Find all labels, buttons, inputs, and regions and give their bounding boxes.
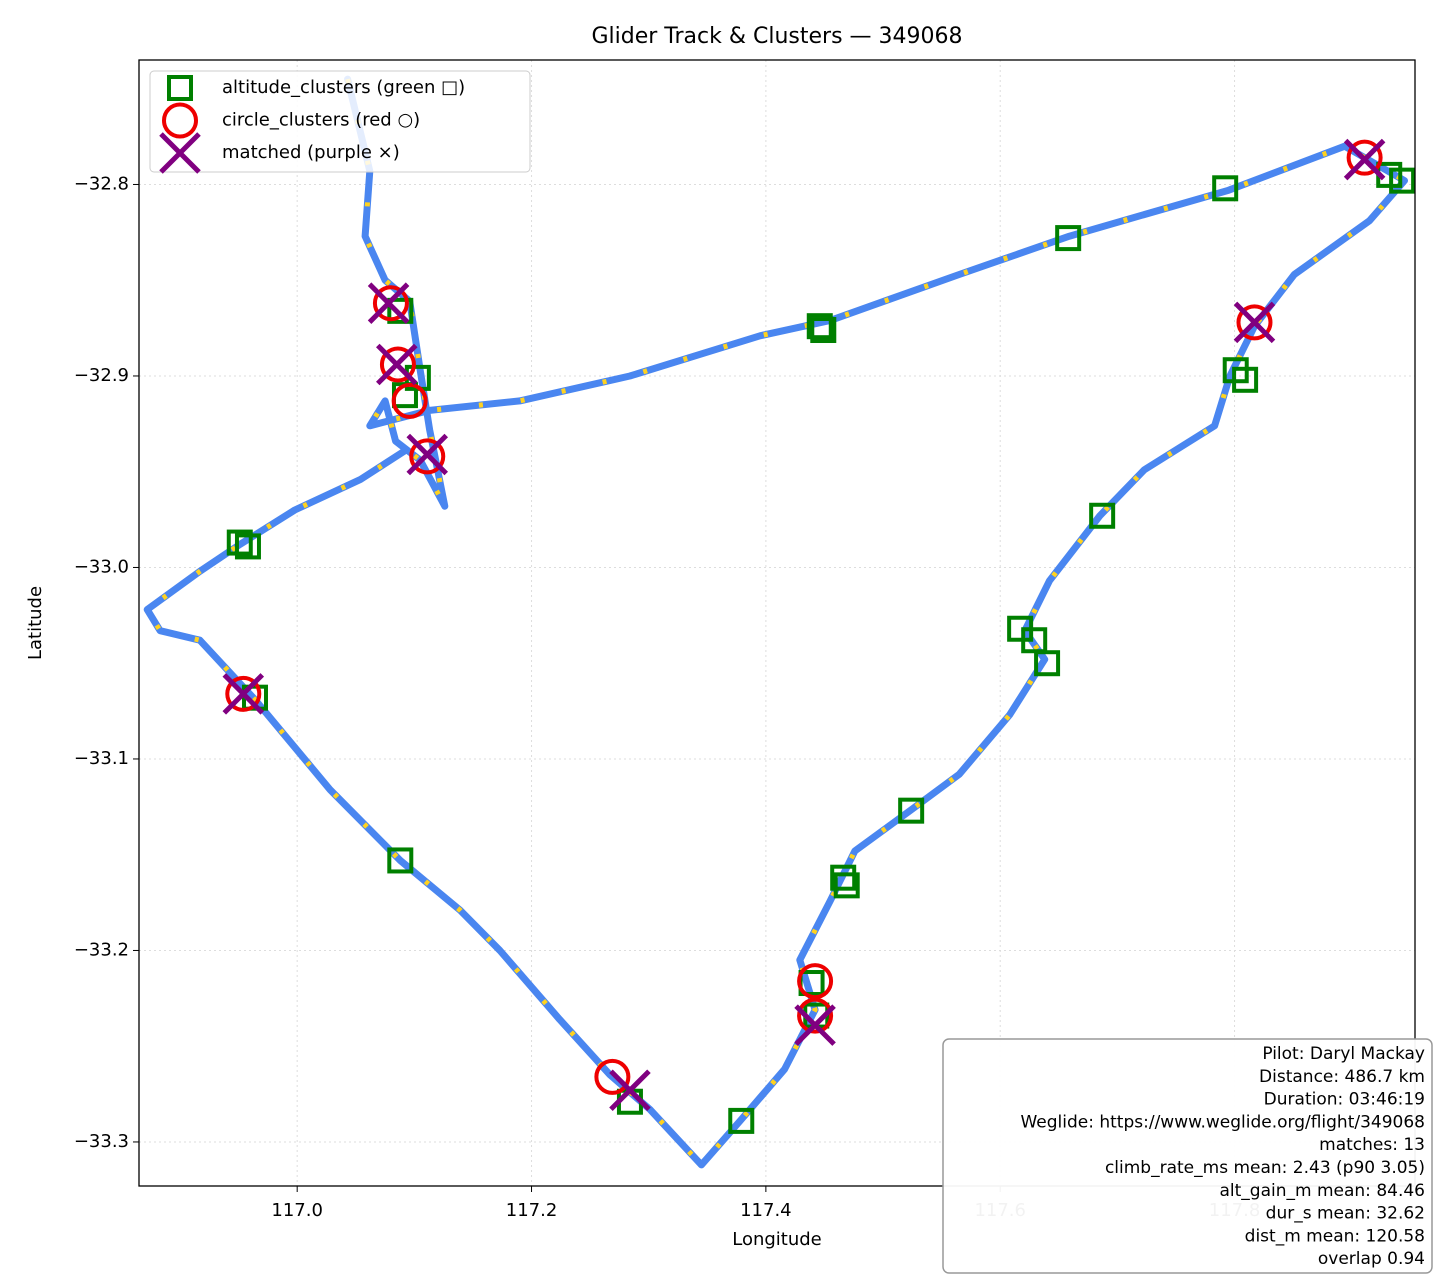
square-marker bbox=[1212, 175, 1239, 202]
legend-box bbox=[149, 70, 531, 173]
info-line: overlap 0.94 bbox=[1318, 1249, 1425, 1269]
square-marker bbox=[226, 529, 253, 556]
square-marker bbox=[234, 533, 261, 560]
track-line bbox=[143, 75, 1408, 1169]
info-line: Distance: 486.7 km bbox=[1259, 1067, 1425, 1087]
square-marker bbox=[167, 75, 193, 101]
info-box bbox=[942, 1038, 1433, 1274]
square-marker bbox=[1232, 366, 1259, 393]
x-marker bbox=[406, 433, 449, 476]
square-marker bbox=[1055, 225, 1082, 252]
square-marker bbox=[1089, 502, 1116, 529]
info-line: matches: 13 bbox=[1319, 1135, 1425, 1155]
legend-label: circle_clusters (red ○) bbox=[222, 110, 420, 131]
circle-marker bbox=[797, 997, 834, 1034]
square-marker bbox=[830, 864, 857, 891]
square-marker bbox=[1389, 167, 1415, 194]
track-highlight bbox=[143, 78, 1409, 1169]
x-marker bbox=[367, 282, 410, 324]
circle-marker bbox=[225, 675, 262, 712]
info-line: Weglide: https://www.weglide.org/flight/… bbox=[1020, 1112, 1425, 1132]
info-line: Duration: 03:46:19 bbox=[1264, 1090, 1425, 1110]
circle-marker bbox=[409, 438, 446, 475]
y-axis-label: Latitude bbox=[25, 586, 46, 660]
info-line: dur_s mean: 32.62 bbox=[1266, 1204, 1425, 1224]
circle-marker bbox=[162, 102, 198, 139]
y-tick-label: −33.0 bbox=[74, 556, 129, 577]
square-marker bbox=[898, 797, 925, 824]
square-marker bbox=[387, 847, 414, 874]
x-marker bbox=[159, 132, 201, 174]
info-line: Pilot: Daryl Mackay bbox=[1262, 1044, 1425, 1064]
y-tick-label: −33.2 bbox=[74, 939, 129, 960]
circle-marker bbox=[379, 346, 416, 383]
square-marker bbox=[833, 872, 860, 899]
legend-label: altitude_clusters (green □) bbox=[222, 77, 465, 98]
chart-title: Glider Track & Clusters — 349068 bbox=[591, 24, 962, 49]
plot-frame bbox=[138, 59, 1416, 1187]
square-marker bbox=[387, 297, 414, 324]
x-tick-label: 117.0 bbox=[271, 1200, 323, 1221]
circle-marker bbox=[1236, 304, 1273, 341]
x-tick-label: 117.2 bbox=[506, 1200, 558, 1221]
x-axis-label: Longitude bbox=[732, 1229, 822, 1250]
info-line: dist_m mean: 120.58 bbox=[1245, 1226, 1425, 1246]
square-marker bbox=[810, 317, 837, 344]
x-marker bbox=[222, 673, 265, 715]
circle-marker bbox=[797, 963, 834, 1000]
x-marker bbox=[376, 343, 418, 386]
circle-marker bbox=[372, 285, 409, 322]
y-tick-label: −33.1 bbox=[74, 748, 129, 769]
legend-label: matched (purple ×) bbox=[222, 142, 400, 163]
square-marker bbox=[806, 313, 833, 340]
square-marker bbox=[1034, 650, 1061, 677]
plot bbox=[143, 75, 1415, 1169]
y-tick-label: −32.9 bbox=[74, 365, 129, 386]
x-marker bbox=[1233, 301, 1276, 344]
circle-marker bbox=[594, 1058, 631, 1095]
x-marker bbox=[1343, 138, 1386, 181]
circle-marker bbox=[391, 382, 428, 419]
info-line: alt_gain_m mean: 84.46 bbox=[1220, 1181, 1426, 1201]
x-marker bbox=[794, 1004, 836, 1046]
circle-marker bbox=[1346, 139, 1383, 176]
square-marker bbox=[728, 1107, 755, 1134]
x-marker bbox=[609, 1069, 651, 1112]
info-line: climb_rate_ms mean: 2.43 (p90 3.05) bbox=[1105, 1158, 1425, 1178]
y-tick-label: −32.8 bbox=[74, 173, 129, 194]
x-tick-label: 117.4 bbox=[740, 1200, 792, 1221]
y-tick-label: −33.3 bbox=[74, 1131, 129, 1152]
